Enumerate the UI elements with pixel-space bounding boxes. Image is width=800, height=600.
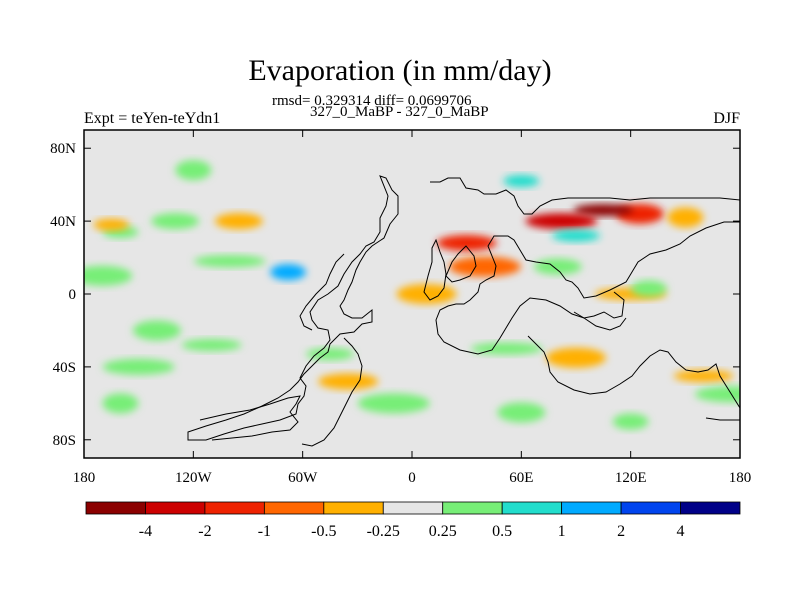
x-tick-label-3: 0 [408, 470, 416, 486]
colorbar-label-3: -0.5 [311, 523, 336, 540]
y-tick-label-1: 40N [50, 214, 76, 230]
colorbar-swatch-10 [680, 501, 741, 515]
colorbar-swatch-5 [382, 501, 444, 515]
colorbar-swatch-9 [620, 501, 681, 515]
field-feature-21 [552, 229, 600, 242]
run-label: 327_0_MaBP - 327_0_MaBP [310, 104, 489, 120]
coastline-eurasia-africa [430, 177, 740, 355]
field-feature-11 [357, 393, 430, 414]
colorbar-swatch-6 [442, 501, 503, 515]
colorbar-label-8: 2 [617, 523, 625, 540]
x-tick-label-6: 180 [729, 470, 752, 486]
y-tick-label-2: 0 [69, 287, 77, 303]
field-feature-16 [630, 280, 667, 297]
experiment-label: Expt = teYen-teYdn1 [84, 110, 221, 127]
field-feature-29 [497, 402, 546, 423]
field-feature-10 [318, 373, 379, 390]
y-tick-label-0: 80N [50, 141, 76, 157]
field-feature-32 [175, 160, 212, 181]
colorbar-swatch-1 [145, 501, 206, 515]
coastline-north-america-east [299, 253, 345, 331]
x-tick-label-0: 180 [73, 470, 96, 486]
field-feature-2 [84, 265, 133, 286]
field-feature-24 [503, 175, 540, 188]
field-feature-18 [573, 204, 634, 217]
field-feature-20 [667, 207, 704, 228]
chart-title: Evaporation (in mm/day) [248, 54, 552, 87]
coastline-middle-east [445, 245, 477, 283]
x-tick-label-5: 120E [615, 470, 647, 486]
colorbar-label-9: 4 [677, 523, 685, 540]
field-feature-13 [214, 213, 263, 230]
field-feature-14 [396, 284, 457, 304]
colorbar-label-4: -0.25 [367, 523, 400, 540]
field-feature-9 [306, 348, 354, 361]
colorbar-swatch-8 [561, 501, 622, 515]
colorbar-label-0: -4 [139, 523, 152, 540]
field-feature-8 [102, 393, 139, 414]
colorbar-swatch-3 [263, 501, 325, 515]
colorbar-label-6: 0.5 [492, 523, 512, 540]
colorbar-label-2: -1 [258, 523, 271, 540]
coastline-antarctica [199, 395, 301, 441]
field-feature-3 [193, 255, 266, 268]
field-feature-22 [436, 234, 497, 251]
colorbar-swatch-4 [323, 501, 384, 515]
field-feature-7 [102, 358, 175, 375]
colorbar-swatch-7 [501, 501, 563, 515]
field-feature-25 [533, 258, 582, 275]
field-feature-30 [673, 370, 734, 382]
coastline-americas [187, 175, 399, 441]
field-feature-19 [525, 213, 598, 230]
field-feature-27 [470, 342, 543, 355]
coastline-indonesia [573, 311, 627, 331]
field-feature-5 [132, 320, 181, 341]
x-tick-label-2: 60W [288, 470, 318, 486]
field-feature-23 [448, 256, 521, 277]
coastline-australia [527, 335, 740, 421]
y-tick-label-3: 40S [53, 360, 76, 376]
field-feature-4 [270, 264, 307, 281]
stats-label: rmsd= 0.329314 diff= 0.0699706 [272, 93, 472, 109]
colorbar-swatch-0 [85, 501, 146, 515]
coastline-africa-west [423, 238, 447, 301]
colorbar-swatch-2 [204, 501, 265, 515]
field-feature-12 [93, 218, 130, 231]
field-feature-6 [181, 339, 242, 352]
x-tick-label-4: 60E [509, 470, 533, 486]
field-feature-28 [612, 413, 649, 430]
field-feature-1 [151, 213, 200, 230]
coastline-south-america [301, 337, 363, 447]
colorbar-label-7: 1 [558, 523, 566, 540]
x-tick-label-1: 120W [175, 470, 213, 486]
colorbar-label-5: 0.25 [429, 523, 457, 540]
colorbar-label-1: -2 [198, 523, 211, 540]
field-feature-26 [546, 347, 606, 368]
season-label: DJF [713, 110, 740, 127]
y-tick-label-4: 80S [53, 433, 76, 449]
